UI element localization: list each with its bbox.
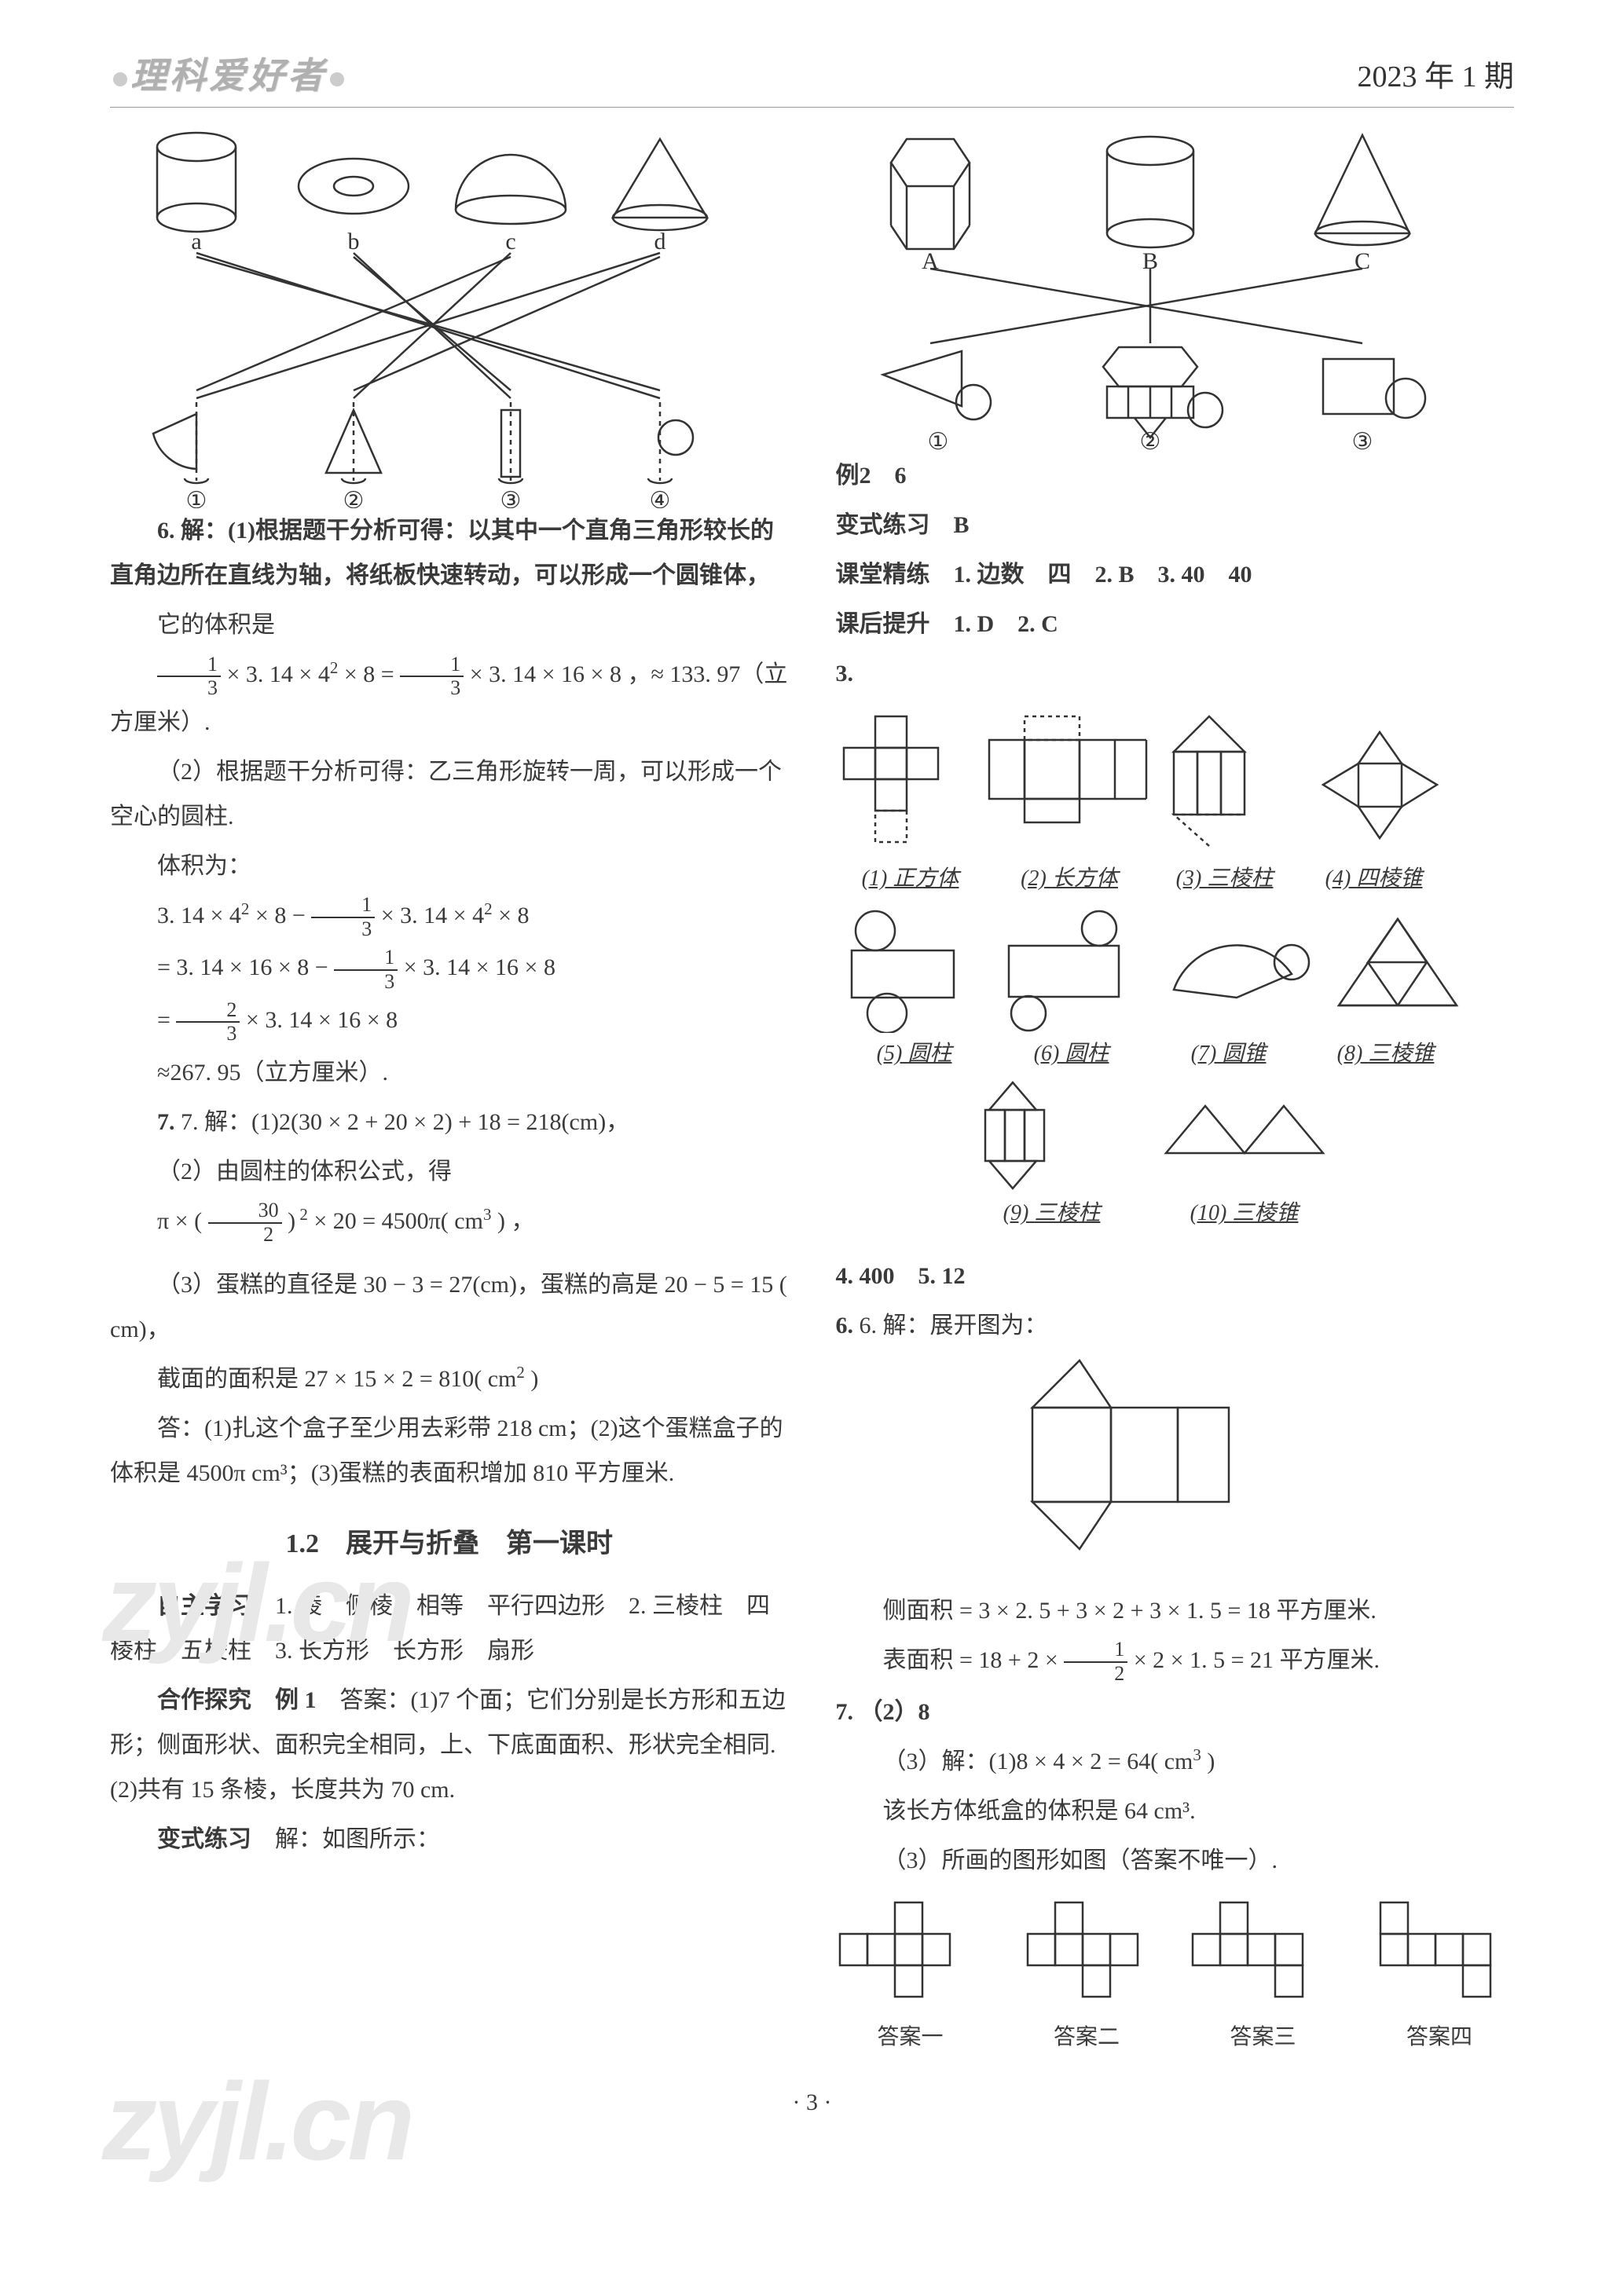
q6-2-l3: = 23 × 3. 14 × 16 × 8 (110, 998, 789, 1045)
nets-row2 (836, 899, 1480, 1033)
fig-label: d (654, 229, 666, 255)
net-label: (1) 正方体 (862, 866, 959, 891)
fig-label: ③ (500, 488, 522, 508)
net-label: (2) 长方体 (1021, 866, 1118, 891)
nets-row1-labels: (1) 正方体 (2) 长方体 (3) 三棱柱 (4) 四棱锥 (836, 858, 1515, 899)
q6-surf: 表面积 = 18 + 2 × 12 × 2 × 1. 5 = 21 平方厘米. (836, 1638, 1515, 1686)
net-label: (3) 三棱柱 (1176, 866, 1274, 891)
li2: 例2 6 (836, 453, 1515, 498)
zizhu: 自主学习 1. 棱 侧棱 相等 平行四边形 2. 三棱柱 四棱柱 五棱柱 3. … (110, 1584, 789, 1673)
q7-3b: 该长方体纸盒的体积是 64 cm³. (836, 1789, 1515, 1833)
fig-label: a (191, 229, 201, 255)
q7-2: （2）由圆柱的体积公式，得 (110, 1149, 789, 1194)
q6-text: 6. 解：(1)根据题干分析可得：以其中一个直角三角形较长的直角边所在直线为轴，… (110, 508, 789, 598)
q6-vol-expr: 13 × 3. 14 × 42 × 8 = 13 × 3. 14 × 16 × … (110, 652, 789, 745)
fig-label: ② (343, 488, 365, 508)
issue-label: 2023 年 1 期 (1357, 52, 1514, 95)
q7-3c: （3）所画的图形如图（答案不唯一）. (836, 1838, 1515, 1883)
right-column: A B C ① ② ③ 例2 6 变式练习 B 课堂精练 1. 边数 四 2. B 3.… (836, 123, 1515, 2058)
q7-2-expr: π × ( 302 ) 2 × 20 = 4500π( cm3 ) ， (110, 1199, 789, 1247)
page-number: · 3 · (110, 2089, 1514, 2116)
nets-row1 (836, 701, 1480, 858)
q6-unfold-diagram (954, 1353, 1347, 1588)
nets-row3-labels: (9) 三棱柱 (10) 三棱锥 (836, 1192, 1515, 1234)
q7-3a: （3）解：(1)8 × 4 × 2 = 64( cm3 ) (836, 1739, 1515, 1784)
rotation-matching-diagram: a b c d ① ② ③ ④ (110, 123, 754, 508)
magazine-title: 理科爱好者 (110, 47, 347, 99)
q3: 3. (836, 651, 1515, 696)
svg-text:C: C (1354, 248, 1369, 274)
watermark: zyjl.cn (102, 2058, 411, 2185)
q6-2: （2）根据题干分析可得：乙三角形旋转一周，可以形成一个空心的圆柱. (110, 749, 789, 839)
q6-side: 侧面积 = 3 × 2. 5 + 3 × 2 + 3 × 1. 5 = 18 平… (836, 1588, 1515, 1633)
kehou: 课后提升 1. D 2. C (836, 602, 1515, 646)
fig-label: b (348, 229, 360, 255)
nets-row2-labels: (5) 圆柱 (6) 圆柱 (7) 圆锥 (8) 三棱锥 (836, 1033, 1515, 1075)
ans-label: 答案四 (1365, 2016, 1514, 2058)
q6-2-l1: 3. 14 × 42 × 8 − 13 × 3. 14 × 42 × 8 (110, 893, 789, 941)
page-header: 理科爱好者 2023 年 1 期 (110, 47, 1514, 108)
q6-vol-label: 它的体积是 (110, 602, 789, 647)
solids-matching-diagram: A B C ① ② ③ (836, 123, 1480, 453)
ans-label: 答案三 (1189, 2016, 1338, 2058)
svg-text:B: B (1142, 248, 1157, 274)
q6-2-l2: = 3. 14 × 16 × 8 − 13 × 3. 14 × 16 × 8 (110, 945, 789, 993)
svg-text:③: ③ (1351, 429, 1373, 453)
q6-2-label: 体积为： (110, 844, 789, 888)
bianshi-r: 变式练习 B (836, 503, 1515, 547)
q7-3: （3）蛋糕的直径是 30 − 3 = 27(cm)，蛋糕的高是 20 − 5 =… (110, 1262, 789, 1352)
fig-label: c (505, 229, 515, 255)
q4-5: 4. 400 5. 12 (836, 1254, 1515, 1298)
svg-text:②: ② (1139, 429, 1160, 453)
hezuo: 合作探究 例 1 答案：(1)7 个面；它们分别是长方形和五边形；侧面形状、面积… (110, 1678, 789, 1812)
fig-label: ① (186, 488, 207, 508)
svg-text:①: ① (927, 429, 948, 453)
ans-label: 答案二 (1012, 2016, 1161, 2058)
q7-3b: 截面的面积是 27 × 15 × 2 = 810( cm2 ) (110, 1357, 789, 1401)
q7: 7. （2）8 (836, 1690, 1515, 1734)
q6-2-l4: ≈267. 95（立方厘米）. (110, 1050, 789, 1095)
svg-text:A: A (922, 248, 939, 274)
q6: 6. 6. 解：展开图为： (836, 1303, 1515, 1348)
ketang: 课堂精练 1. 边数 四 2. B 3. 40 40 (836, 552, 1515, 597)
q7-ans: 答：(1)扎这个盒子至少用去彩带 218 cm；(2)这个蛋糕盒子的体积是 45… (110, 1406, 789, 1496)
ans-label: 答案一 (836, 2016, 985, 2058)
answer-nets: 答案一 答案二 答案三 答案四 (836, 1899, 1515, 2058)
bianshi: 变式练习 解：如图所示： (110, 1817, 789, 1862)
q7-1: 7. 7. 解：(1)2(30 × 2 + 20 × 2) + 18 = 218… (110, 1100, 789, 1144)
fig-label: ④ (650, 488, 671, 508)
nets-row3 (836, 1075, 1480, 1192)
left-column: a b c d ① ② ③ ④ 6. 解：(1)根据题干分析可得：以其中一个直角… (110, 123, 789, 2058)
net-label: (4) 四棱锥 (1325, 866, 1423, 891)
section-title: 1.2 展开与折叠 第一课时 (110, 1519, 789, 1570)
